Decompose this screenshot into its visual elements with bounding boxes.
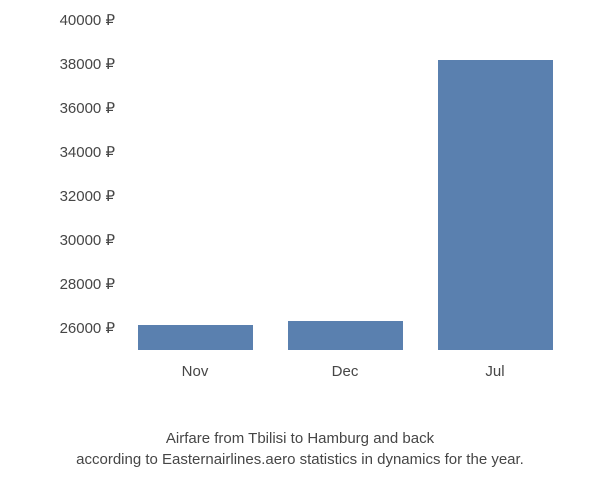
x-axis-tick: Dec (332, 363, 359, 380)
y-axis-tick: 36000 ₽ (30, 99, 115, 117)
y-axis-tick: 28000 ₽ (30, 275, 115, 293)
chart-caption: Airfare from Tbilisi to Hamburg and back… (0, 428, 600, 470)
bar (138, 325, 253, 350)
y-axis-tick: 38000 ₽ (30, 55, 115, 73)
bar-chart: 26000 ₽ 28000 ₽ 30000 ₽ 32000 ₽ 34000 ₽ 36000… (30, 20, 570, 400)
bar (438, 60, 553, 350)
caption-line-1: Airfare from Tbilisi to Hamburg and back (0, 428, 600, 449)
x-axis-tick: Jul (485, 363, 504, 380)
y-axis-tick: 34000 ₽ (30, 143, 115, 161)
y-axis-tick: 26000 ₽ (30, 319, 115, 337)
bar (288, 321, 403, 350)
y-axis-tick: 30000 ₽ (30, 231, 115, 249)
y-axis-tick: 40000 ₽ (30, 11, 115, 29)
caption-line-2: according to Easternairlines.aero statis… (0, 449, 600, 470)
x-axis-tick: Nov (182, 363, 209, 380)
y-axis-tick: 32000 ₽ (30, 187, 115, 205)
